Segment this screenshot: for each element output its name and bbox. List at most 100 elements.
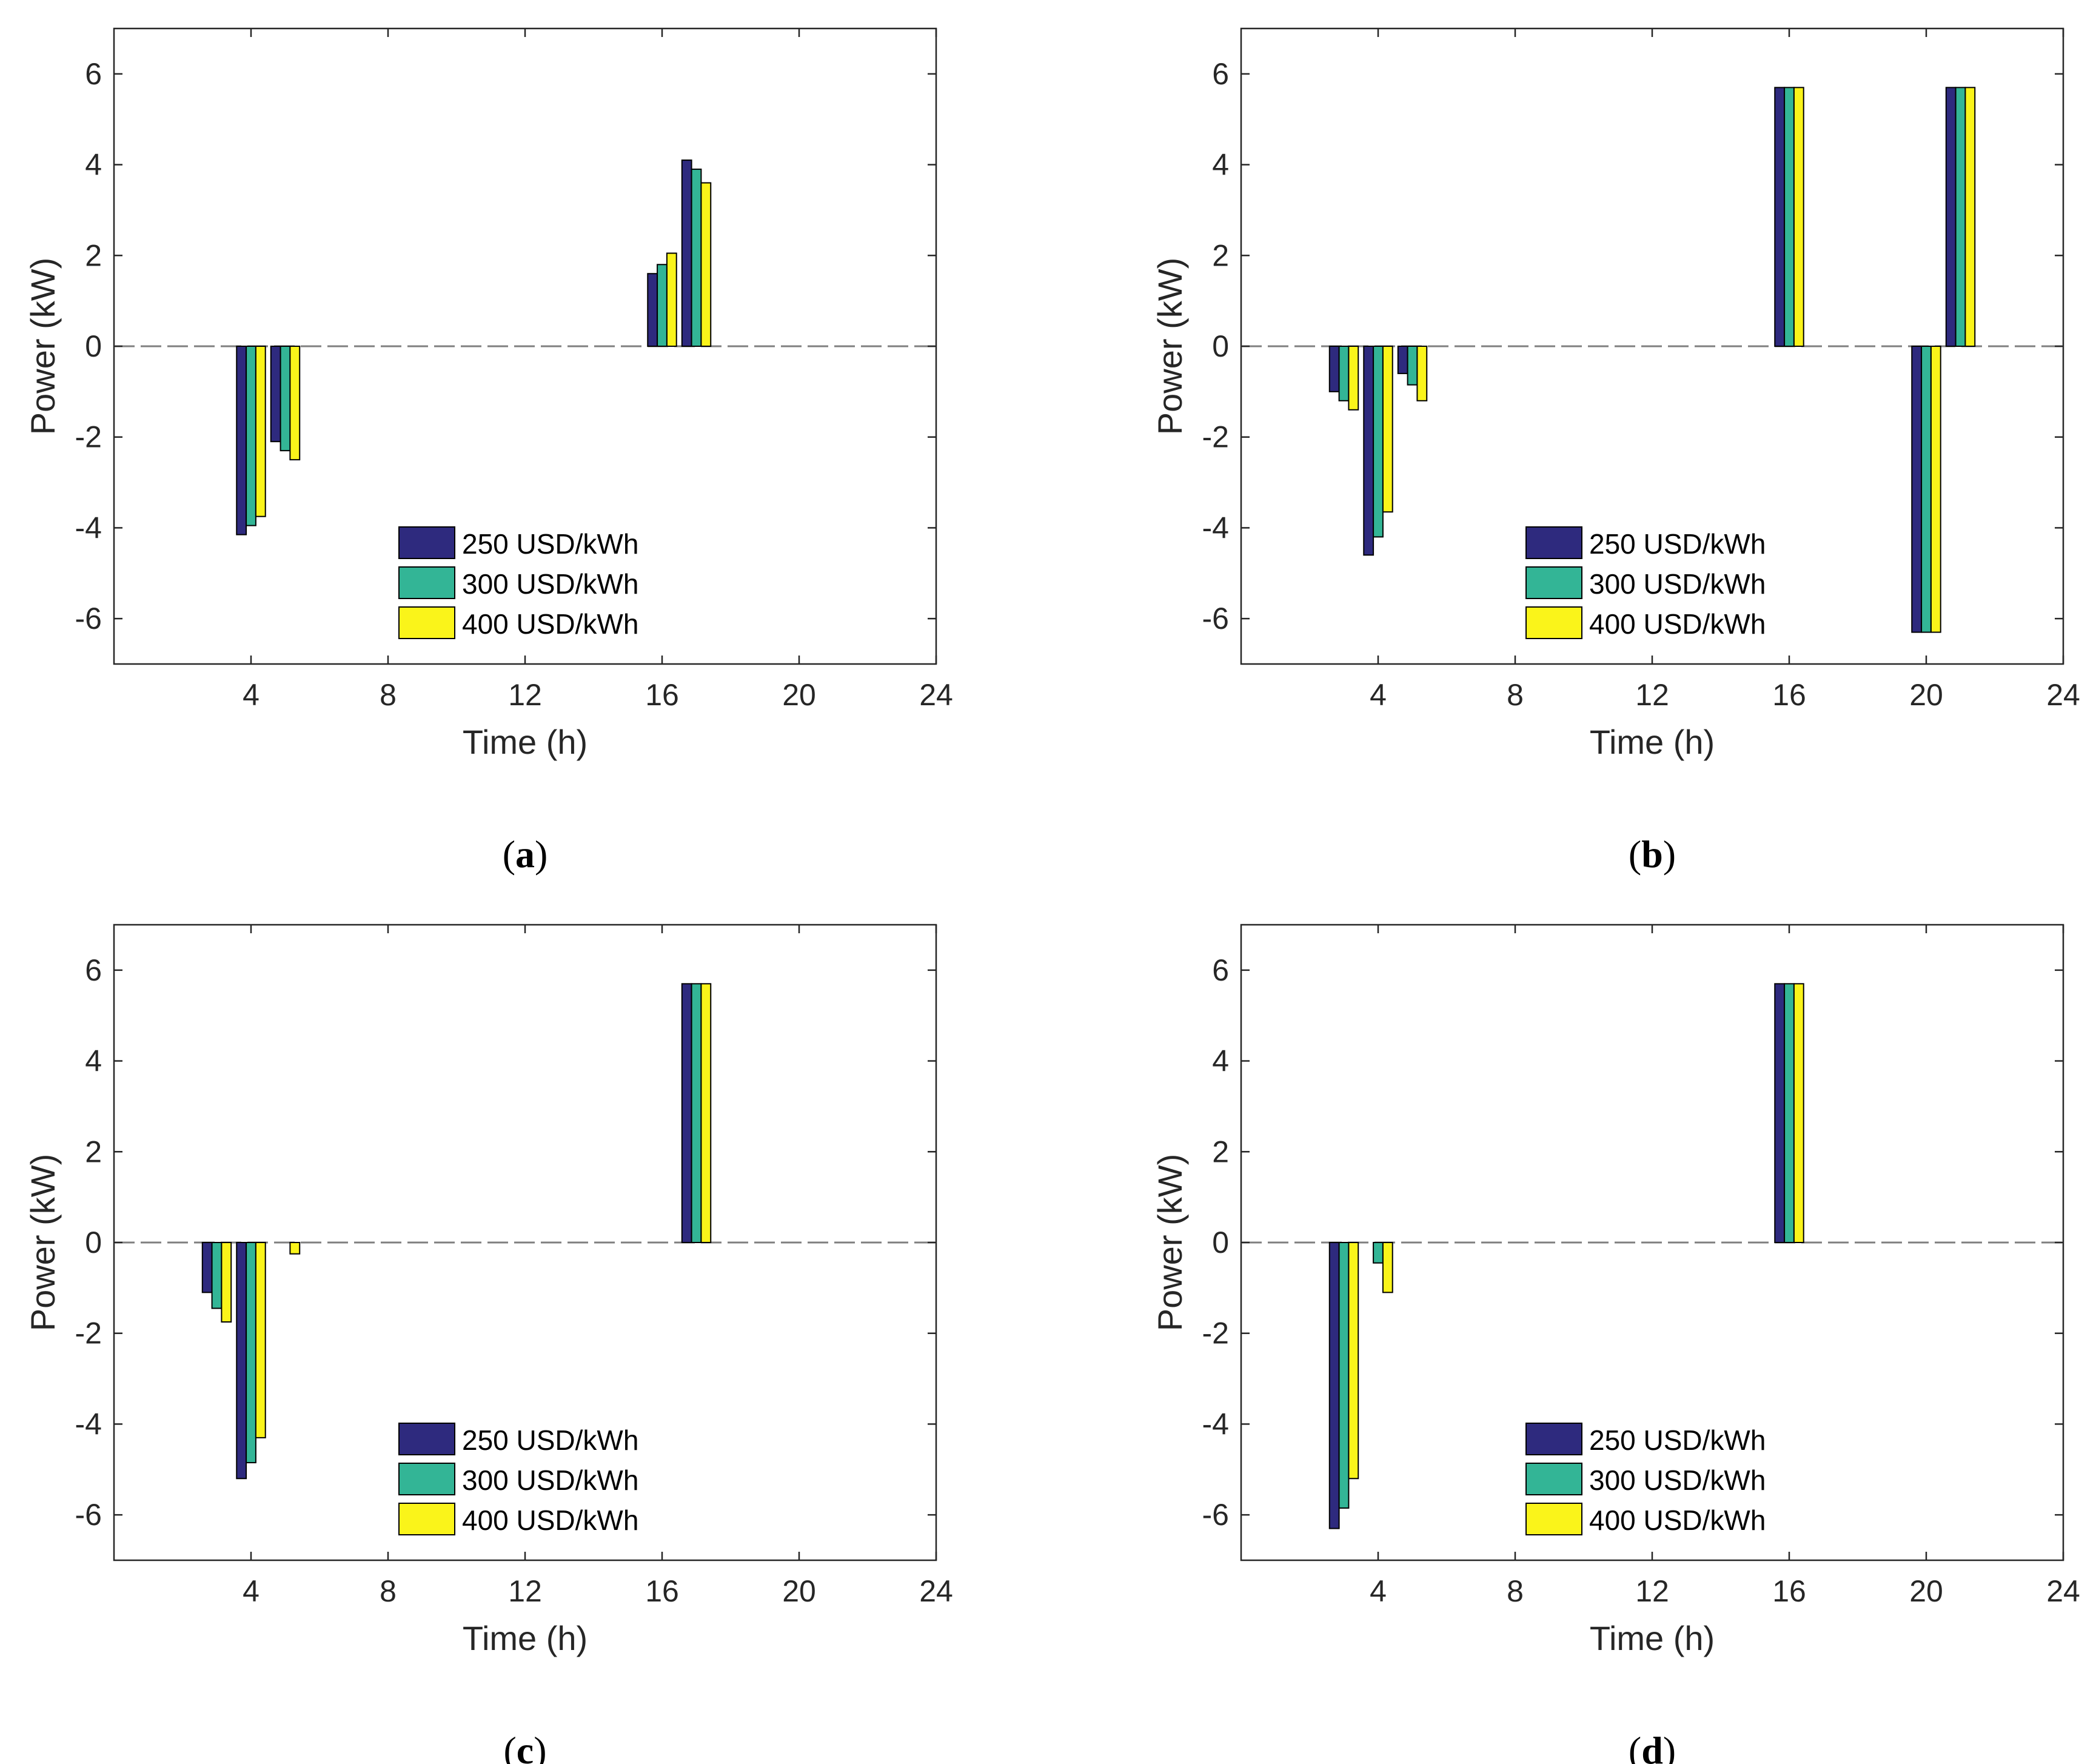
bar-400-t16	[1793, 87, 1804, 347]
legend-label-400: 400 USD/kWh	[462, 608, 638, 640]
y-tick-label: 6	[85, 953, 102, 987]
legend-label-300: 300 USD/kWh	[1589, 1464, 1766, 1496]
bar-400-t5	[289, 346, 301, 461]
y-tick-label: 0	[1212, 1226, 1229, 1259]
legend-swatch-300	[398, 1463, 455, 1495]
legend: 250 USD/kWh 300 USD/kWh 400 USD/kWh	[1525, 526, 1766, 640]
legend: 250 USD/kWh 300 USD/kWh 400 USD/kWh	[1525, 1423, 1766, 1536]
bar-250-t5	[1397, 346, 1408, 374]
bar-400-t4	[1382, 1242, 1393, 1293]
y-tick-label: -2	[1202, 420, 1229, 454]
y-tick-label: 4	[1212, 1044, 1229, 1078]
bar-300-t20	[1921, 346, 1932, 633]
bar-400-t5	[289, 1242, 301, 1255]
bar-400-t3	[1348, 1242, 1359, 1480]
bar-400-t17	[700, 182, 712, 347]
y-axis-title: Power (kW)	[1151, 1154, 1189, 1331]
x-tick-label: 16	[1772, 678, 1806, 712]
legend-swatch-250	[1525, 526, 1582, 559]
panel-caption: (b)	[1629, 833, 1676, 876]
y-tick-label: 4	[1212, 148, 1229, 182]
bar-400-t17	[700, 983, 712, 1244]
bar-300-t5	[1407, 346, 1418, 386]
bar-250-t3	[201, 1242, 213, 1293]
x-tick-label: 12	[508, 1574, 542, 1608]
x-tick-label: 16	[645, 1574, 679, 1608]
legend-label-400: 400 USD/kWh	[1589, 608, 1766, 640]
legend-swatch-250	[1525, 1423, 1582, 1455]
legend-swatch-300	[398, 566, 455, 599]
legend-swatch-400	[398, 1503, 455, 1535]
legend: 250 USD/kWh 300 USD/kWh 400 USD/kWh	[398, 1423, 638, 1536]
bar-300-t16	[1784, 87, 1795, 347]
y-tick-label: -4	[75, 511, 102, 545]
bar-400-t4	[1382, 346, 1393, 513]
legend-swatch-400	[1525, 606, 1582, 639]
y-tick-label: 2	[85, 238, 102, 272]
legend-swatch-400	[398, 606, 455, 639]
bar-250-t5	[270, 346, 281, 443]
bar-250-t21	[1945, 87, 1957, 347]
x-tick-label: 20	[782, 1574, 816, 1608]
x-tick-label: 4	[1370, 678, 1387, 712]
y-axis-title: Power (kW)	[24, 258, 62, 435]
y-tick-label: 2	[1212, 238, 1229, 272]
legend-swatch-400	[1525, 1503, 1582, 1535]
bar-300-t17	[691, 169, 702, 347]
legend-label-400: 400 USD/kWh	[1589, 1504, 1766, 1536]
panel-caption: (d)	[1629, 1729, 1676, 1764]
y-tick-label: -2	[1202, 1316, 1229, 1350]
bar-300-t3	[1338, 1242, 1350, 1509]
bar-300-t4	[1373, 1242, 1384, 1264]
bar-300-t16	[657, 264, 668, 347]
y-tick-label: -6	[1202, 602, 1229, 636]
y-tick-label: 0	[85, 329, 102, 363]
x-tick-label: 8	[380, 1574, 397, 1608]
x-tick-label: 20	[1909, 1574, 1943, 1608]
y-tick-label: 4	[85, 148, 102, 182]
x-axis-title: Time (h)	[1590, 723, 1715, 761]
y-tick-label: -4	[1202, 511, 1229, 545]
legend-swatch-300	[1525, 566, 1582, 599]
y-tick-label: -2	[75, 420, 102, 454]
bar-400-t4	[255, 1242, 266, 1438]
bar-400-t20	[1930, 346, 1941, 633]
bar-300-t4	[246, 1242, 256, 1464]
y-tick-label: -4	[1202, 1407, 1229, 1441]
bar-250-t4	[236, 346, 247, 535]
x-tick-label: 8	[380, 678, 397, 712]
panel-caption: (a)	[503, 833, 548, 876]
legend-label-400: 400 USD/kWh	[462, 1504, 638, 1536]
x-tick-label: 24	[919, 678, 953, 712]
legend-swatch-250	[398, 526, 455, 559]
bar-400-t5	[1416, 346, 1428, 401]
x-tick-label: 24	[2046, 1574, 2080, 1608]
bar-400-t16	[1793, 983, 1804, 1244]
legend-swatch-300	[1525, 1463, 1582, 1495]
y-tick-label: -6	[75, 602, 102, 636]
y-axis-title: Power (kW)	[1151, 258, 1189, 435]
x-axis-title: Time (h)	[1590, 1619, 1715, 1657]
y-tick-label: -6	[75, 1498, 102, 1532]
x-tick-label: 12	[508, 678, 542, 712]
y-tick-label: -6	[1202, 1498, 1229, 1532]
y-tick-label: 6	[1212, 953, 1229, 987]
bar-300-t5	[280, 346, 291, 452]
x-tick-label: 4	[243, 678, 259, 712]
bar-300-t4	[1373, 346, 1384, 538]
legend-label-250: 250 USD/kWh	[462, 1424, 638, 1456]
y-tick-label: 6	[85, 57, 102, 91]
x-tick-label: 16	[1772, 1574, 1806, 1608]
legend-label-300: 300 USD/kWh	[462, 1464, 638, 1496]
x-tick-label: 24	[919, 1574, 953, 1608]
x-tick-label: 4	[1370, 1574, 1387, 1608]
bar-300-t17	[691, 983, 702, 1244]
bar-250-t17	[681, 159, 692, 347]
y-tick-label: 2	[1212, 1135, 1229, 1169]
bar-300-t3	[211, 1242, 223, 1309]
